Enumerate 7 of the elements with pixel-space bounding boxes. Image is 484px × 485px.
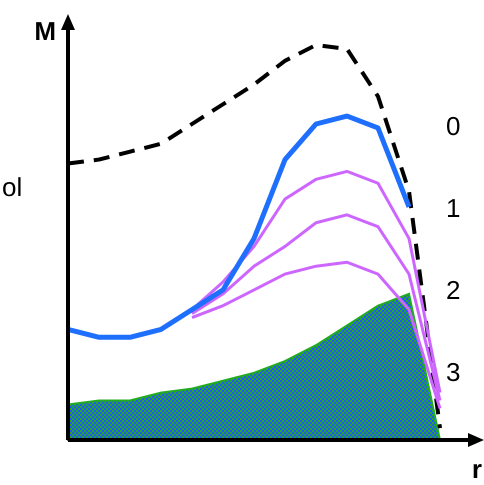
text: ol [2, 172, 22, 202]
annotation: 2 [446, 275, 460, 305]
x-axis-title: r [472, 454, 482, 484]
annotation: 3 [446, 357, 460, 387]
annotation: 0 [446, 111, 460, 141]
y-axis-title: M [34, 16, 56, 46]
annotation: 1 [446, 193, 460, 223]
